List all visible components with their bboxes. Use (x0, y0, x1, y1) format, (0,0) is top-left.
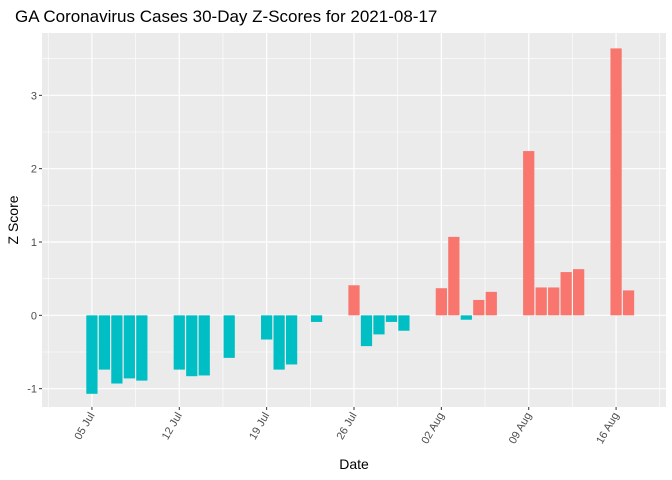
x-tick-label: 16 Aug (594, 411, 622, 447)
bar (198, 315, 210, 376)
x-tick-label: 26 Jul (335, 411, 360, 442)
y-axis-title: Z Score (5, 195, 21, 244)
bar (86, 315, 98, 394)
y-tick-label: 0 (31, 310, 37, 322)
bar (548, 287, 560, 316)
bar (136, 315, 148, 381)
bar (622, 290, 635, 316)
chart-title: GA Coronavirus Cases 30-Day Z-Scores for… (15, 7, 437, 26)
y-tick-label: 2 (31, 164, 37, 176)
bar (348, 285, 360, 316)
y-tick-label: 3 (31, 90, 37, 102)
bar (123, 315, 135, 379)
bar (535, 287, 547, 316)
bar (435, 288, 447, 316)
bars (86, 48, 635, 394)
x-tick-label: 19 Jul (247, 411, 272, 442)
x-tick-label: 05 Jul (72, 411, 97, 442)
bar (398, 315, 410, 331)
bar (186, 315, 198, 377)
x-tick-label: 12 Jul (160, 411, 185, 442)
bar (610, 48, 622, 316)
bar (285, 315, 298, 365)
bar (111, 315, 123, 384)
x-tick-label: 09 Aug (507, 411, 535, 447)
bar (373, 315, 385, 335)
y-axis: -1 0 1 2 3 (27, 90, 42, 396)
bar (98, 315, 111, 370)
y-tick-label: 1 (31, 237, 37, 249)
bar (485, 291, 497, 316)
y-tick-label: -1 (27, 384, 37, 396)
bar (360, 315, 373, 347)
bar (560, 272, 572, 316)
bar (310, 315, 323, 322)
bar (261, 315, 273, 340)
grid-lines (42, 33, 666, 407)
bar (273, 315, 285, 370)
bar (460, 315, 472, 320)
x-axis: 05 Jul 12 Jul 19 Jul 26 Jul 02 Aug 09 Aug 16 A… (72, 407, 622, 447)
bar (473, 299, 485, 316)
bar (573, 269, 585, 316)
x-axis-title: Date (339, 456, 369, 472)
x-tick-label: 02 Aug (419, 411, 447, 447)
bar (223, 315, 235, 358)
bar (173, 315, 185, 370)
bar (385, 315, 398, 322)
bar (523, 151, 535, 316)
bar (448, 236, 460, 316)
